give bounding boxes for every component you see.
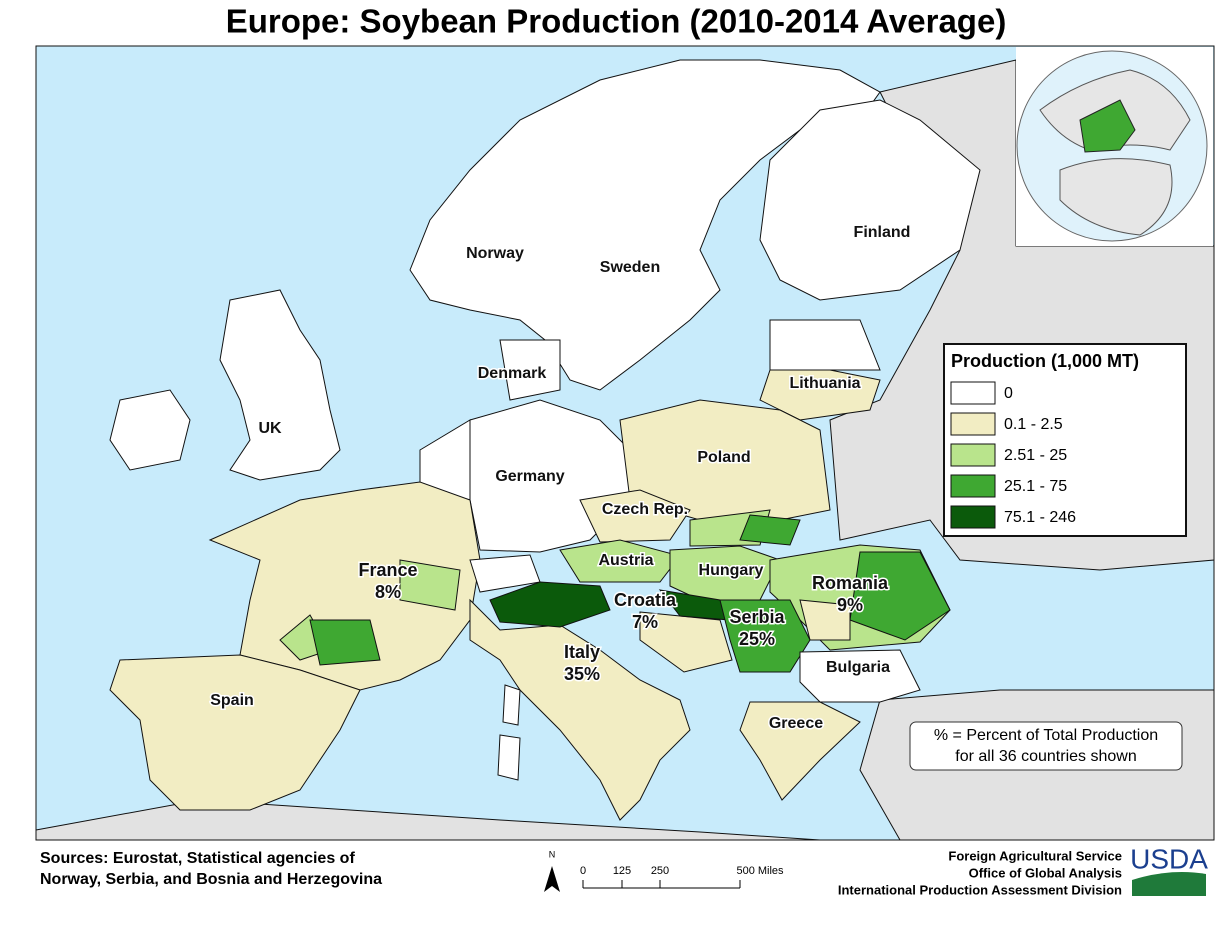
- logo-mark: [1132, 872, 1206, 896]
- legend-swatch: [950, 505, 996, 529]
- north-label: N: [549, 849, 556, 859]
- region: [469, 598, 691, 821]
- region: [799, 649, 921, 703]
- region: [399, 559, 461, 611]
- region: [719, 599, 811, 673]
- country-percent: 9%: [837, 595, 863, 615]
- region: [499, 339, 561, 401]
- country-label: Finland: [854, 224, 911, 241]
- country-label: Hungary: [699, 562, 764, 579]
- scale-label: 250: [651, 865, 669, 877]
- region: [759, 369, 881, 421]
- region: [208, 481, 481, 691]
- legend-label: 2.51 - 25: [1004, 447, 1067, 464]
- country-label: France: [358, 560, 417, 580]
- region: [219, 289, 341, 481]
- region: [579, 489, 691, 543]
- region: [502, 684, 521, 726]
- note-line: for all 36 countries shown: [955, 748, 1136, 765]
- region: [799, 599, 851, 641]
- note-line: % = Percent of Total Production: [934, 727, 1158, 744]
- legend-swatch: [950, 381, 996, 405]
- country-label: Germany: [495, 468, 564, 485]
- country-label: Spain: [210, 692, 254, 709]
- country-label: Serbia: [729, 607, 785, 627]
- agency-line: Office of Global Analysis: [969, 865, 1122, 880]
- region: [639, 611, 733, 673]
- country-label: Poland: [697, 449, 750, 466]
- region: [739, 514, 801, 546]
- region: [309, 619, 381, 666]
- region: [109, 389, 191, 471]
- country-percent: 8%: [375, 582, 401, 602]
- scale-label: 0: [580, 865, 586, 877]
- legend-title: Production (1,000 MT): [951, 351, 1139, 371]
- country-label: Lithuania: [789, 375, 860, 392]
- agency-line: Foreign Agricultural Service: [948, 848, 1122, 863]
- region: [489, 581, 611, 628]
- legend-swatch: [950, 474, 996, 498]
- region: [759, 99, 981, 301]
- legend: Production (1,000 MT) 0 0.1 - 2.5 2.51 - 2…: [943, 343, 1187, 537]
- region: [769, 319, 881, 371]
- country-percent: 7%: [632, 612, 658, 632]
- land-layer: [35, 59, 1215, 841]
- legend-swatch: [950, 412, 996, 436]
- scale-label: 125: [613, 865, 631, 877]
- inset-globe: [1016, 47, 1213, 246]
- country-percent: 25%: [739, 629, 775, 649]
- sources-line: Sources: Eurostat, Statistical agencies …: [40, 850, 355, 867]
- region: [497, 734, 521, 781]
- country-percent: 35%: [564, 664, 600, 684]
- region: [739, 701, 861, 801]
- legend-swatch: [950, 443, 996, 467]
- country-label: Czech Rep.: [602, 501, 688, 518]
- label-layer: Norway Sweden Finland Denmark Lithuania UK Pol…: [209, 223, 912, 734]
- agency-line: International Production Assessment Divi…: [838, 882, 1122, 897]
- country-label: UK: [258, 420, 282, 437]
- note-box: % = Percent of Total Production for all …: [909, 721, 1183, 771]
- logo: USDA: [1130, 843, 1208, 874]
- sources-line: Norway, Serbia, and Bosnia and Herzegovi…: [40, 871, 382, 888]
- country-label: Italy: [564, 642, 600, 662]
- map-title: Europe: Soybean Production (2010-2014 Av…: [226, 3, 1007, 40]
- region: [849, 551, 951, 641]
- legend-label: 75.1 - 246: [1004, 509, 1076, 526]
- region: [409, 59, 881, 391]
- region: [109, 654, 361, 811]
- scale-label: 500 Miles: [736, 865, 784, 877]
- country-label: Romania: [812, 573, 889, 593]
- country-label: Denmark: [478, 365, 547, 382]
- country-label: Sweden: [600, 259, 660, 276]
- legend-label: 25.1 - 75: [1004, 478, 1067, 495]
- country-label: Greece: [769, 715, 823, 732]
- country-label: Bulgaria: [826, 659, 890, 676]
- scale-bar: N 0 125 250 500 Miles: [544, 849, 784, 892]
- legend-label: 0: [1004, 385, 1013, 402]
- legend-label: 0.1 - 2.5: [1004, 416, 1063, 433]
- country-label: Austria: [598, 552, 653, 569]
- country-label: Croatia: [614, 590, 677, 610]
- country-label: Norway: [466, 245, 524, 262]
